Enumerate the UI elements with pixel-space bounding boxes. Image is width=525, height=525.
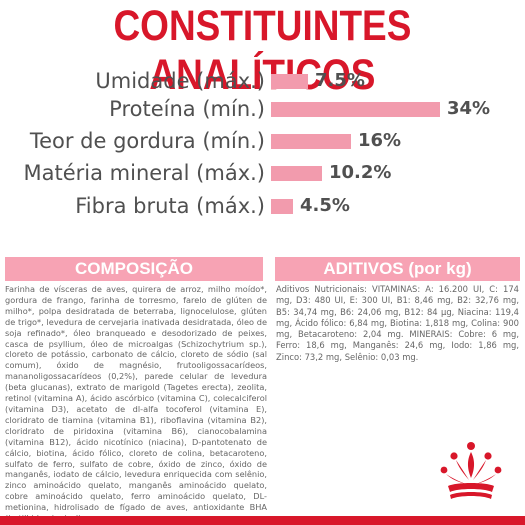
metric-value: 7.5% bbox=[315, 70, 365, 91]
metric-umidade: Umidade (máx.) 7.5% bbox=[0, 67, 525, 97]
metric-bar bbox=[271, 199, 293, 214]
composicao-text: Farinha de vísceras de aves, quirera de … bbox=[5, 284, 267, 523]
page-title: CONSTITUINTES ANALÍTICOS bbox=[113, 2, 412, 99]
metric-value: 4.5% bbox=[300, 195, 350, 216]
metric-value: 34% bbox=[447, 98, 491, 119]
metric-label: Umidade (máx.) bbox=[95, 69, 265, 93]
metric-bar bbox=[271, 134, 351, 149]
metric-bar bbox=[271, 166, 322, 181]
aditivos-heading: ADITIVOS (por kg) bbox=[275, 257, 520, 281]
metric-materia-mineral: Matéria mineral (máx.) 10.2% bbox=[0, 159, 525, 189]
metric-proteina: Proteína (mín.) 34% bbox=[0, 95, 525, 125]
metric-label: Matéria mineral (máx.) bbox=[23, 161, 266, 185]
footer-bar bbox=[0, 516, 525, 525]
metric-gordura: Teor de gordura (mín.) 16% bbox=[0, 127, 525, 157]
composicao-heading: COMPOSIÇÃO bbox=[5, 257, 263, 281]
metric-label: Fibra bruta (máx.) bbox=[75, 194, 265, 218]
metric-bar bbox=[271, 74, 308, 89]
metric-value: 10.2% bbox=[329, 162, 392, 183]
metric-value: 16% bbox=[358, 130, 402, 151]
metric-fibra-bruta: Fibra bruta (máx.) 4.5% bbox=[0, 192, 525, 222]
royal-canin-crown-icon bbox=[440, 442, 502, 499]
metric-bar bbox=[271, 102, 440, 117]
aditivos-text: Aditivos Nutricionais: VITAMINAS: A: 16.… bbox=[276, 284, 519, 362]
metric-label: Teor de gordura (mín.) bbox=[29, 129, 265, 153]
metric-label: Proteína (mín.) bbox=[109, 97, 265, 121]
